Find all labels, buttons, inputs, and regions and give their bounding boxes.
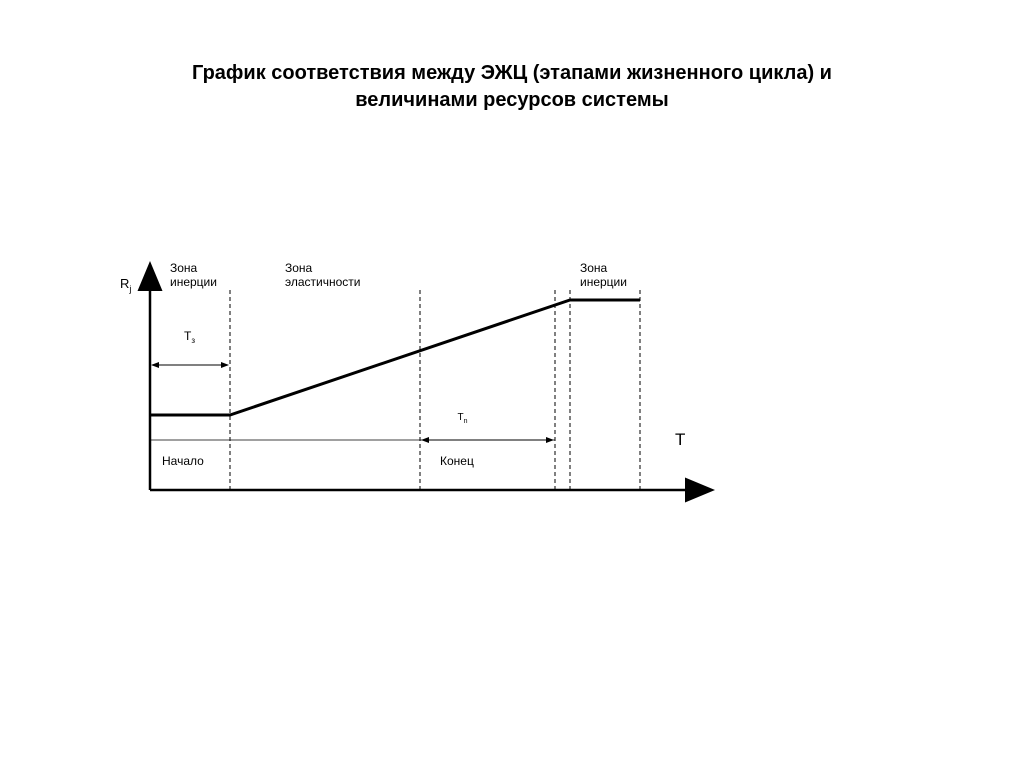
title-line-1: График соответствия между ЭЖЦ (этапами ж… xyxy=(192,62,832,84)
tn-label: Tn xyxy=(458,412,468,425)
resource-curve xyxy=(150,300,640,415)
zone-inertia-2-line1: Зона xyxy=(580,261,608,275)
y-axis-label: Rj xyxy=(120,276,131,294)
x-axis-label: T xyxy=(675,430,685,449)
chart-area: ЗонаинерцииЗонаэластичностиЗонаинерцииRj… xyxy=(110,260,730,530)
title-line-2: величинами ресурсов системы xyxy=(355,89,668,111)
zone-elasticity-line1: Зона xyxy=(285,261,313,275)
zone-inertia-2-line2: инерции xyxy=(580,275,627,289)
tz-label: Tз xyxy=(184,329,195,345)
diagram-svg: ЗонаинерцииЗонаэластичностиЗонаинерцииRj… xyxy=(110,260,730,530)
zone-inertia-1-line1: Зона xyxy=(170,261,198,275)
zone-inertia-1-line2: инерции xyxy=(170,275,217,289)
zone-elasticity-line2: эластичности xyxy=(285,275,361,289)
chart-title: График соответствия между ЭЖЦ (этапами ж… xyxy=(0,60,1024,114)
end-label: Конец xyxy=(440,454,474,468)
start-label: Начало xyxy=(162,454,204,468)
